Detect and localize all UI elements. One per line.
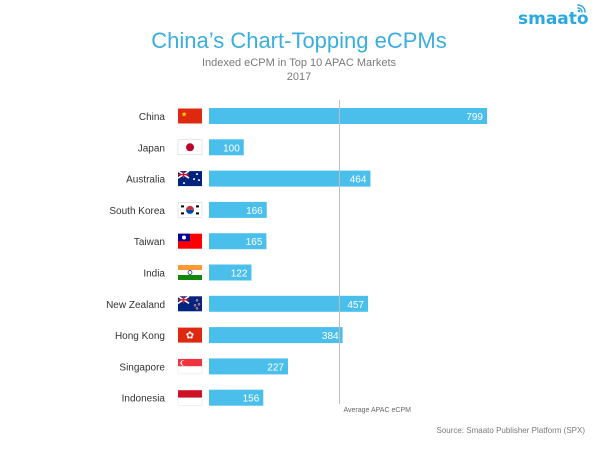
category-label: New Zealand bbox=[106, 300, 165, 311]
data-label: 227 bbox=[267, 362, 284, 373]
bar bbox=[209, 295, 369, 312]
category-label: Indonesia bbox=[122, 394, 166, 405]
data-label: 457 bbox=[347, 300, 364, 311]
chart-subtitle-year: 2017 bbox=[287, 71, 311, 83]
svg-text:★: ★ bbox=[181, 111, 187, 119]
chart-subtitle: Indexed eCPM in Top 10 APAC Markets bbox=[202, 57, 397, 69]
data-label: 464 bbox=[350, 175, 367, 186]
bar bbox=[209, 264, 252, 281]
bar bbox=[209, 389, 264, 406]
data-label: 799 bbox=[466, 112, 483, 123]
bar bbox=[209, 170, 371, 187]
category-label: Taiwan bbox=[134, 237, 165, 248]
bar-row: Indonesia 156 bbox=[122, 389, 264, 406]
australia-flag-icon bbox=[177, 170, 202, 187]
bar bbox=[209, 201, 267, 218]
data-label: 122 bbox=[231, 269, 248, 280]
hong-kong-flag-icon: ✿ bbox=[178, 327, 202, 343]
bar-row: Taiwan 165 bbox=[134, 233, 267, 250]
wifi-icon bbox=[577, 4, 586, 13]
south-korea-flag-icon bbox=[177, 202, 203, 218]
category-label: Singapore bbox=[119, 362, 165, 373]
category-label: China bbox=[139, 112, 166, 123]
bar-group: China ★ 799 Japan 100 Australia 464 South Korea… bbox=[106, 108, 487, 406]
indonesia-flag-icon bbox=[177, 390, 203, 406]
bar bbox=[209, 358, 288, 375]
china-flag-icon: ★ bbox=[178, 108, 202, 124]
bar bbox=[209, 108, 487, 124]
data-label: 166 bbox=[246, 206, 263, 217]
singapore-flag-icon bbox=[177, 358, 203, 375]
category-label: Hong Kong bbox=[115, 331, 165, 342]
data-label: 165 bbox=[246, 237, 263, 248]
chart-title: China’s Chart-Topping eCPMs bbox=[151, 28, 447, 53]
bar-row: South Korea 166 bbox=[109, 201, 267, 218]
taiwan-flag-icon bbox=[178, 233, 202, 249]
data-label: 100 bbox=[223, 143, 240, 154]
bar-row: Japan 100 bbox=[138, 139, 244, 156]
bar-row: Hong Kong ✿ 384 bbox=[115, 327, 343, 344]
bar bbox=[209, 139, 244, 156]
new-zealand-flag-icon bbox=[177, 295, 202, 312]
svg-text:✿: ✿ bbox=[186, 331, 194, 342]
average-line-label: Average APAC eCPM bbox=[343, 407, 411, 414]
data-label: 156 bbox=[243, 394, 260, 405]
bar-row: New Zealand 457 bbox=[106, 295, 369, 312]
category-label: South Korea bbox=[109, 206, 165, 217]
india-flag-icon bbox=[178, 265, 202, 280]
bar-row: China ★ 799 bbox=[139, 108, 487, 124]
japan-flag-icon bbox=[177, 139, 203, 156]
brand-logo: smaato bbox=[518, 4, 589, 29]
bar-row: Australia 464 bbox=[126, 170, 371, 187]
category-label: Japan bbox=[138, 143, 165, 154]
data-label: 384 bbox=[322, 331, 339, 342]
bar bbox=[209, 327, 343, 344]
bar-row: Singapore 227 bbox=[119, 358, 288, 375]
source-note: Source: Smaato Publisher Platform (SPX) bbox=[436, 426, 585, 435]
category-label: India bbox=[143, 269, 165, 280]
category-label: Australia bbox=[126, 175, 165, 186]
bar bbox=[209, 233, 267, 250]
brand-name: smaato bbox=[518, 9, 589, 29]
bar-row: India 122 bbox=[143, 264, 252, 281]
